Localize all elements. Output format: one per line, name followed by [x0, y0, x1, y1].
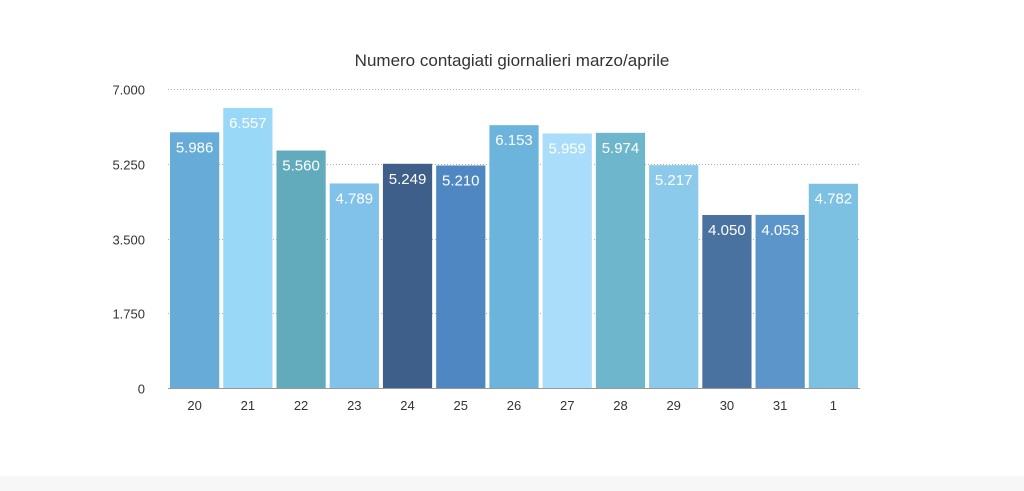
data-label: 5.986 — [176, 139, 214, 156]
bar — [702, 215, 752, 388]
data-label: 5.974 — [602, 140, 640, 157]
y-tick-label: 7.000 — [112, 83, 145, 98]
x-tick-label: 25 — [454, 398, 468, 413]
x-tick-label: 23 — [347, 398, 361, 413]
chart-title: Numero contagiati giornalieri marzo/apri… — [355, 51, 670, 70]
data-labels: 5.986 6.557 5.560 4.789 5.249 5.210 6.153 5.959… — [176, 115, 852, 239]
bar — [223, 107, 273, 389]
data-label: 5.560 — [282, 158, 320, 175]
data-label: 5.959 — [548, 140, 586, 157]
data-label: 4.053 — [761, 222, 799, 239]
x-tick-label: 30 — [720, 398, 734, 413]
bottom-strip — [0, 476, 1024, 491]
x-tick-label: 1 — [830, 398, 837, 413]
chart: Numero contagiati giornalieri marzo/apri… — [112, 51, 860, 413]
data-label: 6.557 — [229, 115, 267, 132]
y-tick-label: 0 — [138, 382, 145, 397]
x-tick-label: 21 — [241, 398, 255, 413]
x-tick-label: 28 — [613, 398, 627, 413]
data-label: 4.050 — [708, 222, 746, 239]
bar — [755, 214, 805, 388]
bar — [595, 132, 646, 388]
bar — [276, 150, 326, 388]
data-label: 6.153 — [495, 132, 533, 149]
bar — [382, 163, 433, 388]
bar — [170, 132, 220, 388]
data-label: 4.782 — [815, 191, 853, 208]
x-tick-label: 27 — [560, 398, 574, 413]
bar — [489, 125, 539, 388]
x-tick-label: 29 — [666, 398, 680, 413]
bar — [542, 133, 592, 388]
x-tick-label: 24 — [400, 398, 414, 413]
x-tick-label: 20 — [187, 398, 201, 413]
data-label: 5.210 — [442, 172, 480, 189]
y-tick-label: 1.750 — [112, 307, 145, 322]
data-label: 4.789 — [336, 190, 374, 207]
bar — [808, 183, 858, 388]
data-label: 5.217 — [655, 172, 693, 189]
data-label: 5.249 — [389, 171, 427, 188]
bar-chart: Numero contagiati giornalieri marzo/apri… — [112, 51, 860, 413]
x-tick-label: 31 — [773, 398, 787, 413]
bars — [170, 107, 858, 389]
bar — [649, 165, 699, 388]
x-tick-label: 22 — [294, 398, 308, 413]
x-axis-ticks: 20 21 22 23 24 25 26 27 28 29 30 31 1 — [187, 398, 837, 413]
x-tick-label: 26 — [507, 398, 521, 413]
y-tick-label: 5.250 — [112, 158, 145, 173]
y-tick-label: 3.500 — [112, 233, 145, 248]
y-axis-ticks: 0 1.750 3.500 5.250 7.000 — [112, 83, 145, 397]
bar — [329, 183, 379, 388]
bar — [436, 165, 486, 388]
